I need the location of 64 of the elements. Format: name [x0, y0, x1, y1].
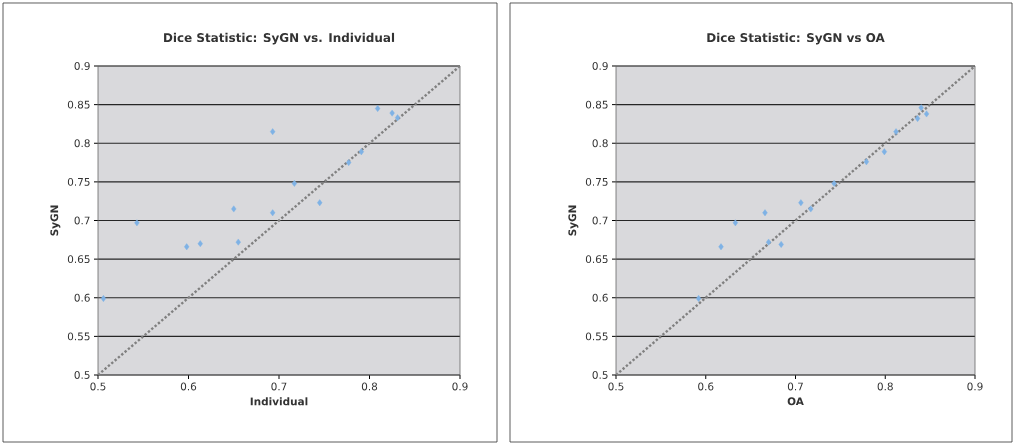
- point: [197, 240, 203, 248]
- point: [375, 105, 381, 112]
- point: [270, 209, 276, 217]
- x-tick-label: 0.7: [787, 382, 803, 391]
- point: [291, 180, 297, 187]
- x-tick-label: 0.9: [967, 382, 983, 391]
- point: [766, 238, 772, 246]
- y-tick-label: 0.7: [74, 216, 90, 225]
- y-tick-label: 0.8: [74, 139, 90, 148]
- x-tick-label: 0.7: [271, 382, 287, 391]
- y-tick-label: 0.9: [592, 62, 608, 70]
- y-tick-label: 0.55: [585, 332, 608, 341]
- y-tick-label: 0.5: [74, 371, 90, 379]
- chart-title: Dice Statistic: SyGN vs OA: [707, 32, 885, 45]
- point: [346, 159, 352, 166]
- y-tick-label: 0.55: [67, 332, 90, 341]
- y-tick-label: 0.6: [74, 293, 90, 302]
- y-tick-label: 0.7: [592, 216, 608, 225]
- point: [831, 180, 837, 187]
- x-tick-label: 0.6: [698, 382, 714, 391]
- y-tick-label: 0.65: [67, 255, 90, 264]
- point: [893, 128, 899, 136]
- x-tick-label: 0.9: [452, 382, 468, 391]
- point: [914, 115, 921, 122]
- x-axis-title: Individual: [250, 397, 308, 406]
- point: [778, 241, 784, 248]
- point: [389, 109, 395, 117]
- point: [231, 205, 237, 213]
- point: [718, 243, 724, 251]
- x-axis-title: OA: [787, 397, 804, 406]
- x-tick-label: 0.8: [361, 382, 378, 391]
- point: [732, 219, 738, 227]
- y-tick-label: 0.75: [585, 177, 608, 186]
- y-tick-label: 0.6: [592, 293, 608, 302]
- point: [184, 243, 190, 251]
- point: [317, 199, 323, 207]
- y-tick-label: 0.8: [592, 139, 608, 148]
- point: [923, 110, 930, 118]
- point: [695, 295, 702, 302]
- x-tick-label: 0.8: [877, 382, 893, 391]
- chart-title: Dice Statistic: SyGN vs. Individual: [164, 32, 395, 45]
- y-tick-label: 0.9: [74, 62, 90, 70]
- y-tick-label: 0.5: [592, 371, 608, 379]
- y-tick-label: 0.85: [67, 100, 90, 109]
- point: [798, 199, 804, 207]
- point: [235, 238, 241, 246]
- y-tick-label: 0.75: [67, 177, 90, 186]
- y-tick-label: 0.65: [585, 255, 608, 264]
- point: [358, 148, 364, 156]
- point: [863, 158, 869, 166]
- y-tick-label: 0.85: [585, 100, 608, 109]
- point: [270, 128, 276, 136]
- x-tick-label: 0.5: [608, 382, 624, 391]
- point: [134, 219, 140, 227]
- y-axis-title: SyGN: [568, 205, 579, 236]
- point: [918, 104, 924, 112]
- y-axis-title: SyGN: [50, 205, 61, 236]
- point: [762, 209, 768, 217]
- point: [808, 205, 814, 213]
- point: [394, 114, 401, 122]
- point: [881, 148, 887, 156]
- x-tick-label: 0.6: [180, 382, 197, 391]
- point: [100, 295, 107, 302]
- x-tick-label: 0.5: [90, 382, 106, 391]
